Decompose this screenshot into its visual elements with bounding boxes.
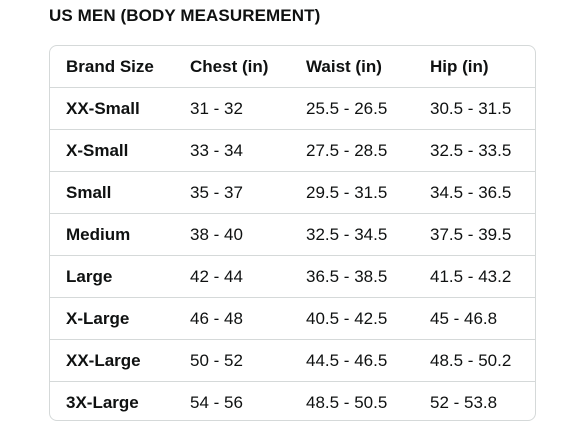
page-title: US MEN (BODY MEASUREMENT) <box>49 6 321 25</box>
chest-cell: 38 - 40 <box>174 213 290 256</box>
hip-cell: 32.5 - 33.5 <box>414 129 535 172</box>
table-row: XX-Large 50 - 52 44.5 - 46.5 48.5 - 50.2 <box>50 339 535 382</box>
waist-cell: 48.5 - 50.5 <box>306 392 388 412</box>
chest-cell: 35 - 37 <box>174 171 290 214</box>
size-cell: X-Large <box>50 297 174 340</box>
size-cell: Large <box>50 255 174 298</box>
hip-cell: 41.5 - 43.2 <box>414 255 535 298</box>
size-cell: XX-Small <box>50 87 174 130</box>
waist-cell: 27.5 - 28.5 <box>290 129 414 172</box>
size-chart-table: Brand Size Chest (in) Waist (in) Hip (in… <box>49 45 536 421</box>
waist-cell: 25.5 - 26.5 <box>290 87 414 130</box>
size-cell: 3X-Large <box>66 392 139 412</box>
table-header-row: Brand Size Chest (in) Waist (in) Hip (in… <box>50 46 535 88</box>
table-row: 3X-Large 54 - 56 48.5 - 50.5 52 - 53.8 <box>50 382 535 421</box>
table-row: X-Large 46 - 48 40.5 - 42.5 45 - 46.8 <box>50 297 535 340</box>
hip-cell: 45 - 46.8 <box>414 297 535 340</box>
hip-cell: 34.5 - 36.5 <box>414 171 535 214</box>
size-cell: Small <box>50 171 174 214</box>
waist-cell: 36.5 - 38.5 <box>290 255 414 298</box>
table-row: Medium 38 - 40 32.5 - 34.5 37.5 - 39.5 <box>50 213 535 256</box>
waist-cell: 32.5 - 34.5 <box>290 213 414 256</box>
table-row: Small 35 - 37 29.5 - 31.5 34.5 - 36.5 <box>50 171 535 214</box>
column-header-waist: Waist (in) <box>290 46 414 88</box>
size-cell: Medium <box>50 213 174 256</box>
column-header-brand-size: Brand Size <box>50 46 174 88</box>
chest-cell: 54 - 56 <box>190 392 243 412</box>
size-cell: XX-Large <box>50 339 174 382</box>
column-header-chest: Chest (in) <box>174 46 290 88</box>
table-row: XX-Small 31 - 32 25.5 - 26.5 30.5 - 31.5 <box>50 87 535 130</box>
chest-cell: 31 - 32 <box>174 87 290 130</box>
size-cell: X-Small <box>50 129 174 172</box>
hip-cell: 37.5 - 39.5 <box>414 213 535 256</box>
chest-cell: 46 - 48 <box>174 297 290 340</box>
hip-cell: 52 - 53.8 <box>430 392 498 412</box>
column-header-hip: Hip (in) <box>414 46 535 88</box>
waist-cell: 44.5 - 46.5 <box>290 339 414 382</box>
chest-cell: 33 - 34 <box>174 129 290 172</box>
waist-cell: 29.5 - 31.5 <box>290 171 414 214</box>
hip-cell: 48.5 - 50.2 <box>414 339 535 382</box>
waist-cell: 40.5 - 42.5 <box>290 297 414 340</box>
chest-cell: 50 - 52 <box>174 339 290 382</box>
table-row: Large 42 - 44 36.5 - 38.5 41.5 - 43.2 <box>50 255 535 298</box>
hip-cell: 30.5 - 31.5 <box>414 87 535 130</box>
table-row: X-Small 33 - 34 27.5 - 28.5 32.5 - 33.5 <box>50 129 535 172</box>
chest-cell: 42 - 44 <box>174 255 290 298</box>
